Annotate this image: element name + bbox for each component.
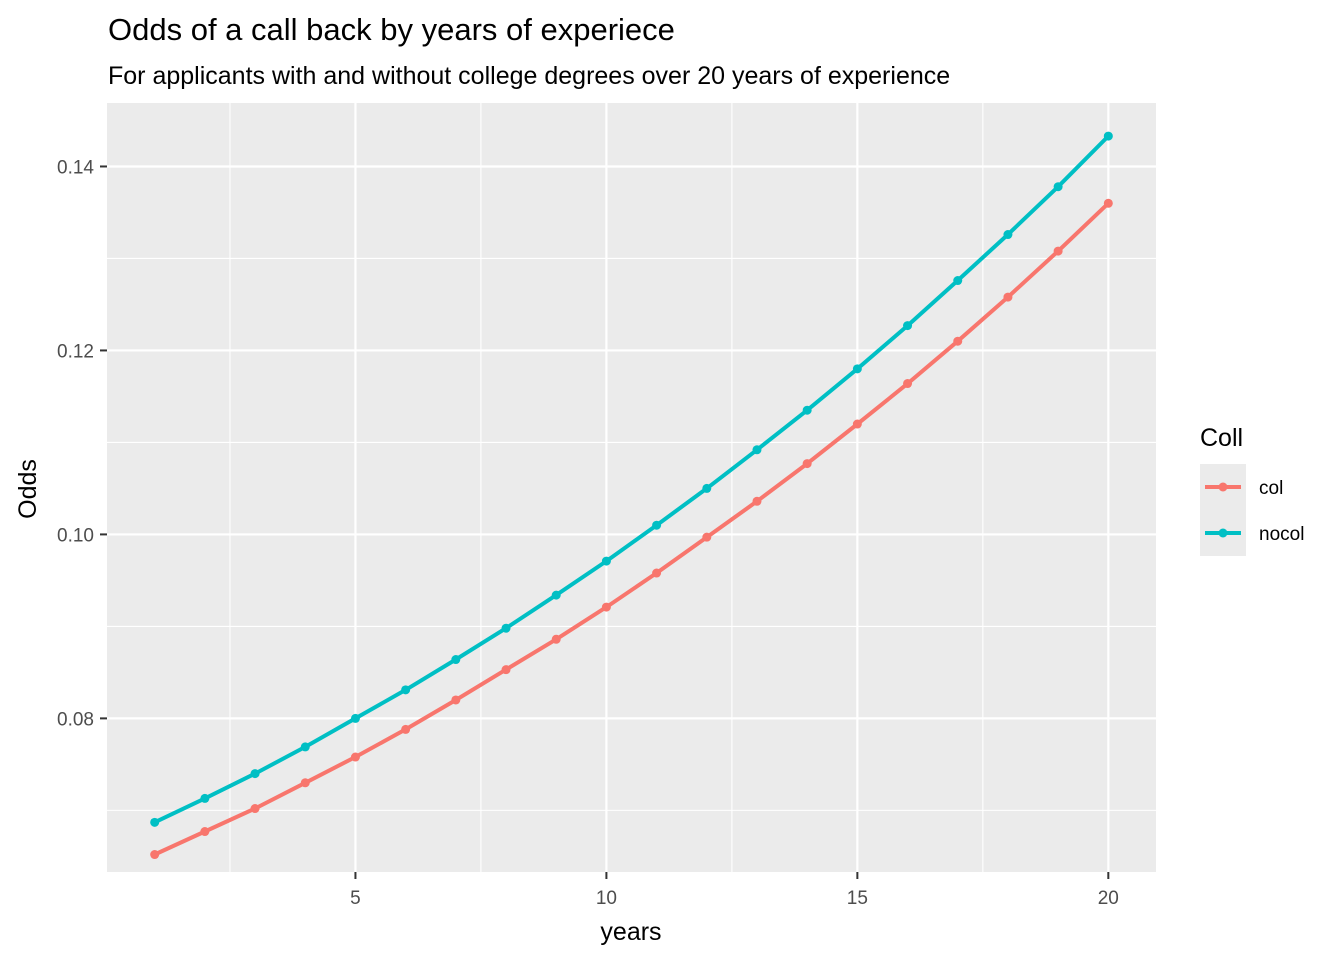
data-point-col	[953, 336, 963, 346]
y-tick-label: 0.08	[57, 709, 94, 730]
legend-title: Coll	[1200, 424, 1243, 452]
data-point-nocol	[551, 590, 561, 600]
data-point-nocol	[852, 364, 862, 374]
data-point-col	[702, 532, 712, 542]
legend-key-background	[1200, 464, 1246, 556]
legend-label: nocol	[1259, 524, 1304, 545]
data-point-nocol	[1053, 182, 1063, 192]
data-point-col	[1003, 292, 1013, 302]
data-point-col	[652, 568, 662, 578]
series-col	[150, 198, 1113, 860]
chart-title: Odds of a call back by years of experiec…	[108, 12, 675, 47]
data-point-col	[350, 752, 360, 762]
data-point-col	[601, 602, 611, 612]
legend-item-nocol: nocol	[1205, 524, 1304, 545]
y-tick-labels: 0.08 0.10 0.12 0.14	[57, 157, 94, 730]
data-point-col	[200, 827, 210, 837]
x-tick-label: 15	[847, 888, 868, 909]
data-point-col	[903, 379, 913, 389]
legend-key-point	[1218, 528, 1228, 538]
x-tick-label: 10	[596, 888, 617, 909]
data-point-nocol	[953, 276, 963, 286]
data-point-nocol	[702, 483, 712, 493]
data-point-nocol	[501, 623, 511, 633]
y-tick-label: 0.10	[57, 525, 94, 546]
plot-panel	[107, 103, 1156, 872]
data-point-col	[852, 419, 862, 429]
series-line-nocol	[152, 134, 1111, 825]
data-point-nocol	[1003, 230, 1013, 240]
x-tick-label: 20	[1098, 888, 1119, 909]
series-nocol	[150, 131, 1113, 827]
series-line-col	[152, 201, 1111, 857]
data-point-nocol	[250, 769, 260, 779]
x-axis-title: years	[600, 918, 661, 946]
data-point-nocol	[300, 742, 310, 752]
data-point-col	[501, 665, 511, 675]
data-point-nocol	[903, 321, 913, 331]
data-point-col	[1103, 198, 1113, 208]
data-point-nocol	[1103, 131, 1113, 141]
x-tick-label: 5	[350, 888, 361, 909]
gridlines	[107, 103, 1156, 872]
data-point-col	[1053, 246, 1063, 256]
data-point-col	[401, 724, 411, 734]
y-axis-title: Odds	[14, 459, 42, 519]
legend-label: col	[1259, 478, 1283, 499]
legend: Coll col nocol	[1200, 424, 1304, 556]
legend-key-point	[1218, 482, 1228, 492]
legend-items: col nocol	[1205, 478, 1304, 545]
data-point-col	[551, 634, 561, 644]
y-tick-label: 0.14	[57, 157, 94, 178]
data-point-nocol	[150, 817, 160, 827]
data-point-col	[451, 695, 461, 705]
data-point-nocol	[451, 655, 461, 665]
x-tick-labels: 5 10 15 20	[350, 888, 1119, 909]
data-point-nocol	[601, 556, 611, 566]
data-point-nocol	[401, 685, 411, 695]
chart-subtitle: For applicants with and without college …	[108, 62, 950, 90]
data-point-col	[300, 778, 310, 788]
legend-item-col: col	[1205, 478, 1283, 499]
y-tick-label: 0.12	[57, 341, 94, 362]
data-point-col	[802, 459, 812, 469]
data-point-nocol	[350, 713, 360, 723]
axis-ticks	[100, 165, 1110, 879]
data-point-col	[752, 496, 762, 506]
data-point-nocol	[752, 445, 762, 455]
data-point-nocol	[802, 405, 812, 415]
series-layer	[150, 131, 1113, 860]
data-point-col	[250, 804, 260, 814]
data-point-nocol	[652, 520, 662, 530]
data-point-nocol	[200, 793, 210, 803]
data-point-col	[150, 850, 160, 860]
